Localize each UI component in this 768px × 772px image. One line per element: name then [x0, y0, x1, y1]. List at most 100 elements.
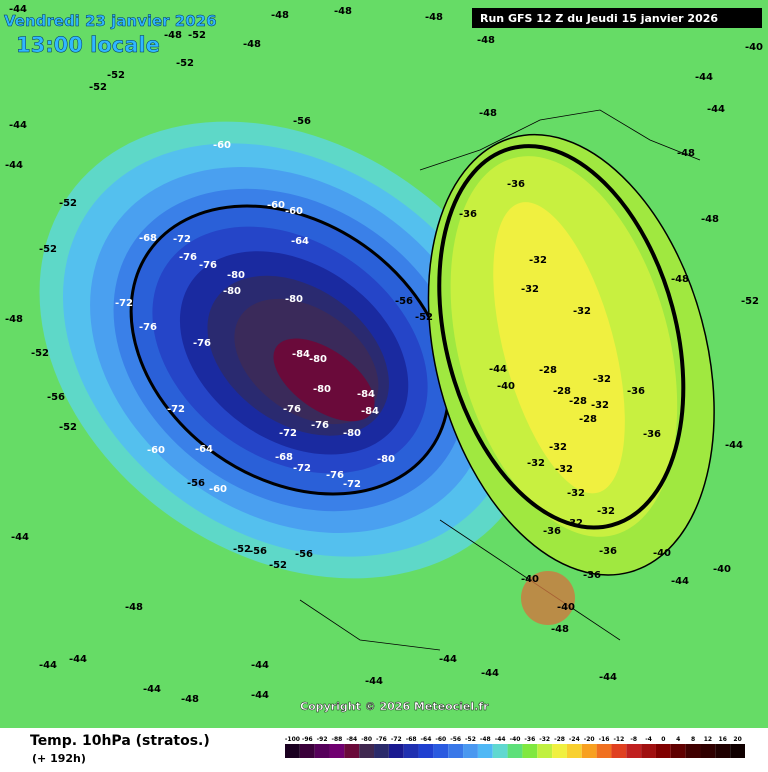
isotherm-label: -68 [275, 452, 293, 463]
isotherm-label: -84 [292, 349, 310, 360]
isotherm-label: -60 [209, 484, 227, 495]
isotherm-label: -60 [285, 206, 303, 217]
isotherm-label: -40 [745, 42, 763, 53]
colorbar-label: -28 [554, 736, 565, 743]
colorbar-swatch [359, 744, 375, 758]
colorbar-label: -64 [421, 736, 432, 743]
colorbar-swatch [403, 744, 419, 758]
colorbar-swatch [685, 744, 701, 758]
isotherm-label: -48 [271, 10, 289, 21]
colorbar-swatch [566, 744, 582, 758]
colorbar-label: -96 [302, 736, 313, 743]
warm-spot [521, 571, 575, 625]
isotherm-label: -80 [227, 270, 245, 281]
isotherm-label: -36 [459, 209, 477, 220]
isotherm-label: -44 [599, 672, 617, 683]
isotherm-label: -52 [39, 244, 57, 255]
colorbar: -100 -96 -92 -88 -84 -80 -76 -72 -68 -64 -60 -56 -52… [285, 736, 745, 758]
isotherm-label: -32 [597, 506, 615, 517]
colorbar-swatch [537, 744, 553, 758]
isotherm-label: -60 [267, 200, 285, 211]
colorbar-label: -16 [599, 736, 610, 743]
isotherm-label: -32 [555, 464, 573, 475]
colorbar-label: -88 [332, 736, 343, 743]
isotherm-label: -48 [181, 694, 199, 705]
colorbar-swatch [507, 744, 523, 758]
colorbar-label: 8 [691, 736, 695, 743]
isotherm-label: -28 [569, 396, 587, 407]
isotherm-label: -72 [167, 404, 185, 415]
colorbar-swatch [418, 744, 434, 758]
isotherm-label: -52 [31, 348, 49, 359]
isotherm-label: -44 [251, 660, 269, 671]
colorbar-label: -52 [465, 736, 476, 743]
colorbar-swatch [715, 744, 731, 758]
warm-area [427, 133, 715, 576]
isotherm-area [493, 202, 625, 494]
isotherm-label: -64 [291, 236, 309, 247]
isotherm-label: -28 [553, 386, 571, 397]
isotherm-label: -72 [279, 428, 297, 439]
isotherm-label: -56 [187, 478, 205, 489]
colorbar-label: -8 [630, 736, 637, 743]
run-label: Run GFS 12 Z du Jeudi 15 janvier 2026 [480, 12, 718, 25]
isotherm-label: -60 [213, 140, 231, 151]
isotherm-label: -40 [521, 574, 539, 585]
isotherm-label: -52 [176, 58, 194, 69]
isotherm-label: -76 [283, 404, 301, 415]
isotherm-label: -44 [69, 654, 87, 665]
map-labels: -44-48 -52-48-48 -48-48-48-40-44-44-48-52-… [5, 4, 763, 705]
isotherm-label: -56 [293, 116, 311, 127]
colorbar-swatch [433, 744, 449, 758]
isotherm-label: -40 [713, 564, 731, 575]
colorbar-label: 16 [719, 736, 727, 743]
colorbar-label: -76 [376, 736, 387, 743]
footer-lead: (+ 192h) [32, 752, 86, 765]
isotherm-label: -72 [343, 479, 361, 490]
colorbar-label: -80 [361, 736, 372, 743]
colorbar-swatch [299, 744, 315, 758]
isotherm-label: -36 [643, 429, 661, 440]
time-label: 13:00 locale [16, 33, 160, 57]
colorbar-label: -36 [524, 736, 535, 743]
isotherm-label: -48 [479, 108, 497, 119]
isotherm-label: -32 [527, 458, 545, 469]
isotherm-label: -76 [311, 420, 329, 431]
colorbar-label: -68 [406, 736, 417, 743]
isotherm-label: -32 [521, 284, 539, 295]
isotherm-label: -36 [583, 570, 601, 581]
colorbar-label: -48 [480, 736, 491, 743]
isotherm-label: -76 [193, 338, 211, 349]
colorbar-label: -84 [346, 736, 357, 743]
colorbar-label: -100 [285, 736, 300, 743]
isotherm-label: -48 [671, 274, 689, 285]
colorbar-swatch [700, 744, 716, 758]
colorbar-swatch [314, 744, 330, 758]
isotherm-label: -32 [593, 374, 611, 385]
isotherm-label: -44 [9, 120, 27, 131]
isotherm-label: -32 [565, 518, 583, 529]
isotherm-label: -44 [9, 4, 27, 15]
isotherm-label: -72 [293, 463, 311, 474]
isotherm-label: -36 [627, 386, 645, 397]
colorbar-swatch [581, 744, 597, 758]
colorbar-label: -44 [495, 736, 506, 743]
colorbar-label: 4 [676, 736, 680, 743]
colorbar-swatch [463, 744, 478, 758]
colorbar-swatch [388, 744, 404, 758]
isotherm-label: -44 [39, 660, 57, 671]
isotherm-label: -80 [285, 294, 303, 305]
colorbar-label: -24 [569, 736, 580, 743]
isotherm-label: -56 [47, 392, 65, 403]
isotherm-label: -48 [5, 314, 23, 325]
colorbar-label: -32 [539, 736, 550, 743]
isotherm-label: -76 [199, 260, 217, 271]
isotherm-label: -44 [5, 160, 23, 171]
isotherm-label: -80 [309, 354, 327, 365]
colorbar-label: -60 [435, 736, 446, 743]
isotherm-label: -28 [539, 365, 557, 376]
isotherm-label: -44 [251, 690, 269, 701]
isotherm-label: -76 [326, 470, 344, 481]
isotherm-label: -72 [115, 298, 133, 309]
cold-vortex [39, 121, 541, 579]
